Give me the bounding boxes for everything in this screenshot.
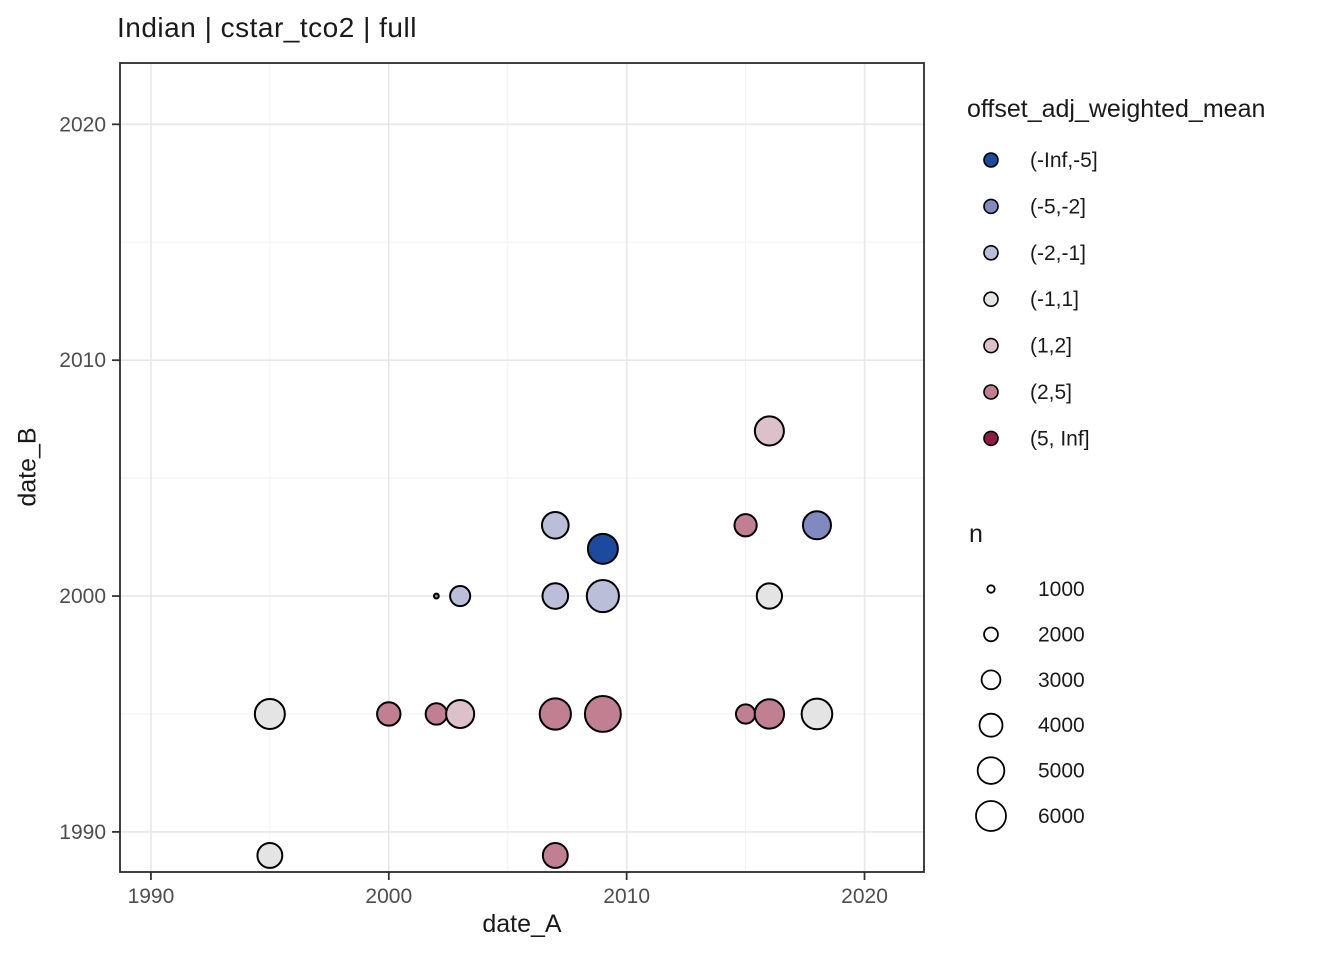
chart-title: Indian | cstar_tco2 | full [117, 12, 417, 43]
legend-color-label: (-Inf,-5] [1030, 149, 1098, 172]
legend-color-label: (1,2] [1030, 335, 1072, 358]
data-point [256, 842, 284, 869]
y-tick-label: 2010 [59, 349, 106, 372]
x-tick-label: 2000 [365, 885, 412, 908]
data-point [432, 592, 440, 600]
data-point [445, 698, 476, 729]
plot-panel [120, 63, 924, 872]
data-point [538, 697, 572, 731]
legend-color-label: (-1,1] [1030, 288, 1079, 311]
data-point [801, 510, 832, 541]
data-point [449, 584, 472, 608]
y-axis-title: date_B [13, 427, 42, 507]
data-point [583, 695, 622, 733]
legend-size-label: 2000 [1038, 623, 1085, 646]
legend-size-circle [980, 669, 1002, 691]
data-point [755, 582, 784, 610]
legend-color-swatch [983, 337, 999, 354]
legend-color-swatch [983, 291, 999, 308]
legend-size-label: 6000 [1038, 805, 1085, 828]
legend-size-title: n [969, 520, 983, 548]
panel-border [119, 62, 925, 873]
legend-size-circle [978, 712, 1004, 738]
legend-size-label: 5000 [1038, 760, 1085, 783]
legend-color-swatch [983, 430, 999, 447]
legend-size-circle [986, 584, 996, 594]
data-point [753, 415, 785, 447]
legend-color-swatch [983, 245, 999, 261]
legend-color-label: (-2,-1] [1030, 242, 1086, 265]
legend-color-swatch [983, 384, 999, 400]
data-point [753, 698, 786, 730]
y-tick-label: 2020 [59, 113, 106, 136]
legend-color-swatch [983, 152, 999, 168]
x-tick-label: 2010 [603, 885, 650, 908]
x-tick-label: 1990 [128, 885, 175, 908]
legend-size-label: 3000 [1038, 669, 1085, 692]
y-tick-label: 2000 [59, 585, 106, 608]
data-point [586, 532, 619, 565]
data-point [376, 701, 402, 727]
legend-size-circle [983, 626, 999, 643]
x-tick-label: 2020 [841, 885, 888, 908]
data-point [541, 842, 569, 869]
legend-size-label: 1000 [1038, 578, 1085, 601]
x-axis-title: date_A [482, 910, 562, 938]
legend-size-circle [976, 756, 1006, 785]
legend-color-label: (2,5] [1030, 381, 1072, 404]
legend-size-circle [975, 800, 1007, 832]
legend-color-title: offset_adj_weighted_mean [967, 95, 1266, 123]
data-point [734, 703, 757, 725]
legend-size-label: 4000 [1038, 714, 1085, 737]
data-point [424, 702, 449, 726]
data-point [541, 582, 570, 610]
data-point [253, 697, 286, 730]
legend-color-swatch [983, 198, 999, 215]
data-point [800, 697, 834, 731]
legend-color-label: (5, Inf] [1030, 427, 1090, 450]
y-tick-label: 1990 [59, 821, 106, 844]
data-point [540, 510, 570, 540]
data-point [733, 513, 758, 538]
data-point [585, 578, 620, 614]
legend-color-label: (-5,-2] [1030, 195, 1086, 218]
